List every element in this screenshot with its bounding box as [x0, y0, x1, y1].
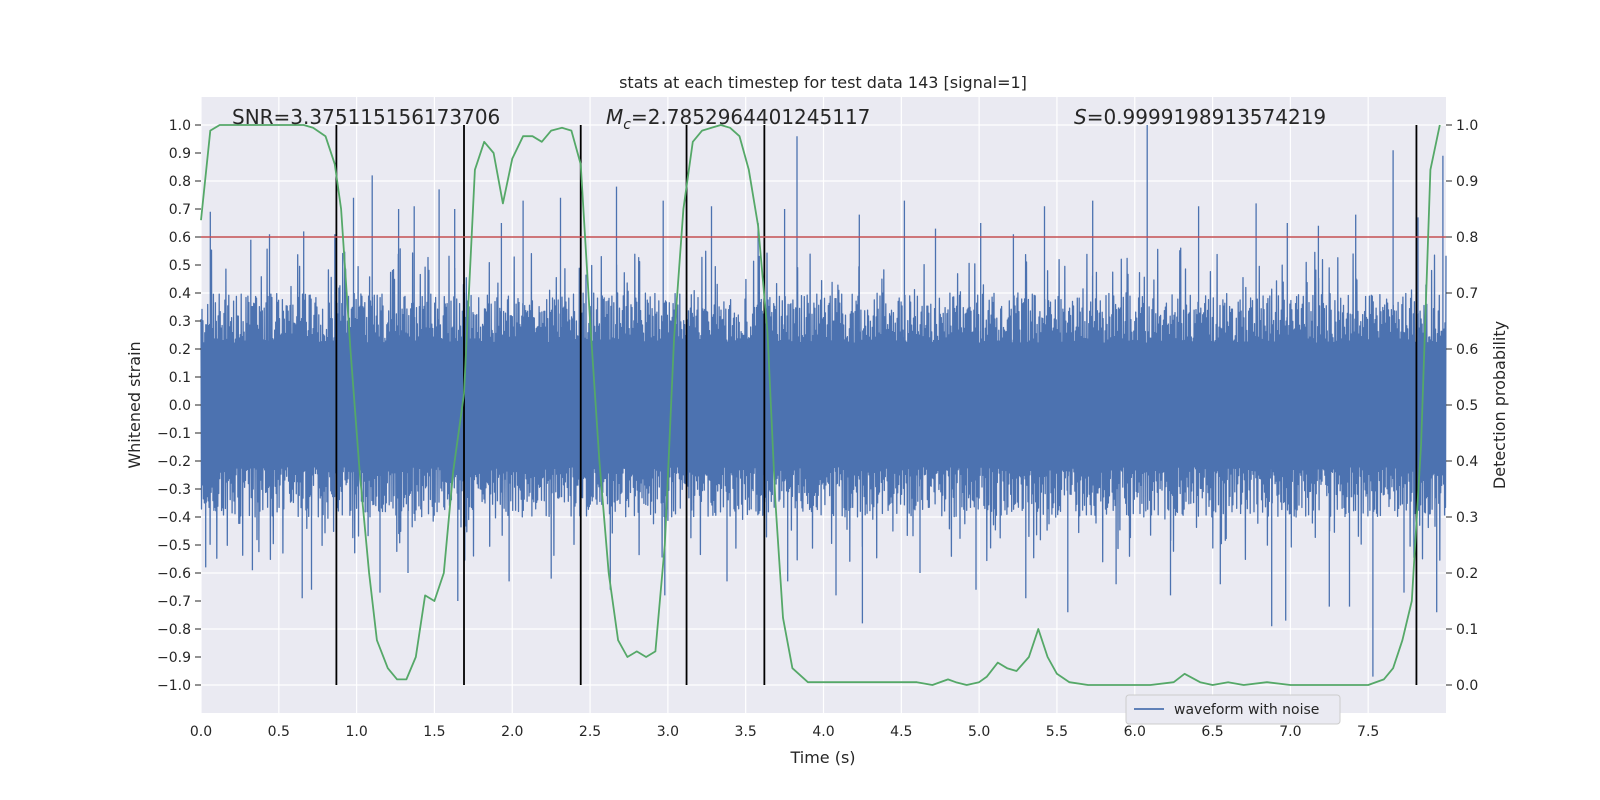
- snr-annotation: SNR=3.375115156173706: [232, 105, 500, 129]
- legend-box: [1125, 694, 1341, 725]
- event-lines: [335, 125, 1418, 685]
- x-tick-label: 7.5: [1357, 724, 1379, 740]
- y-tick-label: −0.4: [157, 510, 191, 526]
- y-tick-label: −1.0: [157, 678, 191, 694]
- y2-tick-label: 0.9: [1456, 174, 1478, 190]
- x-tick-label: 0.0: [190, 724, 212, 740]
- mc-symbol: M: [606, 105, 623, 129]
- y-tick-label: 0.4: [169, 286, 191, 302]
- y-tick-label: −0.7: [157, 594, 191, 610]
- y2-tick-label: 0.2: [1456, 566, 1478, 582]
- chart-title: stats at each timestep for test data 143…: [619, 73, 1027, 92]
- y2-tick-label: 0.0: [1456, 678, 1478, 694]
- y-tick-label: 0.9: [169, 146, 191, 162]
- y2-axis-ticks: 1.0 0.9 0.8 0.7 0.6 0.5 0.4 0.3 0.2 0.1 0.0: [1446, 118, 1478, 694]
- y-tick-label: 0.0: [169, 398, 191, 414]
- x-tick-label: 3.0: [657, 724, 679, 740]
- s-symbol: S: [1074, 105, 1087, 129]
- chirp-mass-annotation: Mc=2.7852964401245117: [606, 105, 870, 133]
- x-tick-label: 0.5: [268, 724, 290, 740]
- y2-tick-label: 1.0: [1456, 118, 1478, 134]
- x-tick-label: 5.5: [1046, 724, 1068, 740]
- mc-subscript: c: [623, 117, 631, 133]
- y2-axis-label: Detection probability: [1490, 321, 1509, 489]
- y-tick-label: −0.1: [157, 426, 191, 442]
- y-tick-label: 0.7: [169, 202, 191, 218]
- y-axis-ticks: 1.0 0.9 0.8 0.7 0.6 0.5 0.4 0.3 0.2 0.1 0.0 −0.1 −0.…: [157, 118, 201, 694]
- x-tick-label: 4.5: [890, 724, 912, 740]
- x-axis-ticks: 0.0 0.5 1.0 1.5 2.0 2.5 3.0 3.5 4.0 4.5 5.0 5.5 6.0 6…: [190, 724, 1379, 740]
- y-tick-label: −0.8: [157, 622, 191, 638]
- x-tick-label: 2.0: [501, 724, 523, 740]
- y-tick-label: 0.3: [169, 314, 191, 330]
- y-tick-label: −0.5: [157, 538, 191, 554]
- y2-tick-label: 0.6: [1456, 342, 1478, 358]
- y2-tick-label: 0.8: [1456, 230, 1478, 246]
- x-tick-label: 5.0: [968, 724, 990, 740]
- y-tick-label: 0.5: [169, 258, 191, 274]
- significance-annotation: S=0.9999198913574219: [1074, 105, 1326, 129]
- y-tick-label: 1.0: [169, 118, 191, 134]
- s-value: =0.9999198913574219: [1087, 105, 1326, 129]
- x-axis-label: Time (s): [789, 748, 855, 767]
- x-tick-label: 6.5: [1201, 724, 1223, 740]
- y-tick-label: 0.2: [169, 342, 191, 358]
- x-tick-label: 6.0: [1124, 724, 1146, 740]
- y-tick-label: −0.9: [157, 650, 191, 666]
- mc-value: =2.7852964401245117: [631, 105, 870, 129]
- x-tick-label: 2.5: [579, 724, 601, 740]
- x-tick-label: 3.5: [735, 724, 757, 740]
- x-tick-label: 1.5: [423, 724, 445, 740]
- waveform-series: [200, 125, 1447, 677]
- y2-tick-label: 0.7: [1456, 286, 1478, 302]
- y-tick-label: −0.2: [157, 454, 191, 470]
- x-tick-label: 1.0: [345, 724, 367, 740]
- y-tick-label: 0.1: [169, 370, 191, 386]
- x-tick-label: 4.0: [812, 724, 834, 740]
- y2-tick-label: 0.3: [1456, 510, 1478, 526]
- y-tick-label: 0.6: [169, 230, 191, 246]
- y2-tick-label: 0.1: [1456, 622, 1478, 638]
- detection-probability-series: [200, 124, 1441, 686]
- x-tick-label: 7.0: [1279, 724, 1301, 740]
- y-tick-label: −0.6: [157, 566, 191, 582]
- y2-tick-label: 0.5: [1456, 398, 1478, 414]
- y-tick-label: −0.3: [157, 482, 191, 498]
- y-tick-label: 0.8: [169, 174, 191, 190]
- y2-tick-label: 0.4: [1456, 454, 1478, 470]
- legend-label: waveform with noise: [1174, 702, 1319, 718]
- legend: waveform with noise: [1125, 694, 1341, 725]
- y-axis-label: Whitened strain: [125, 341, 144, 468]
